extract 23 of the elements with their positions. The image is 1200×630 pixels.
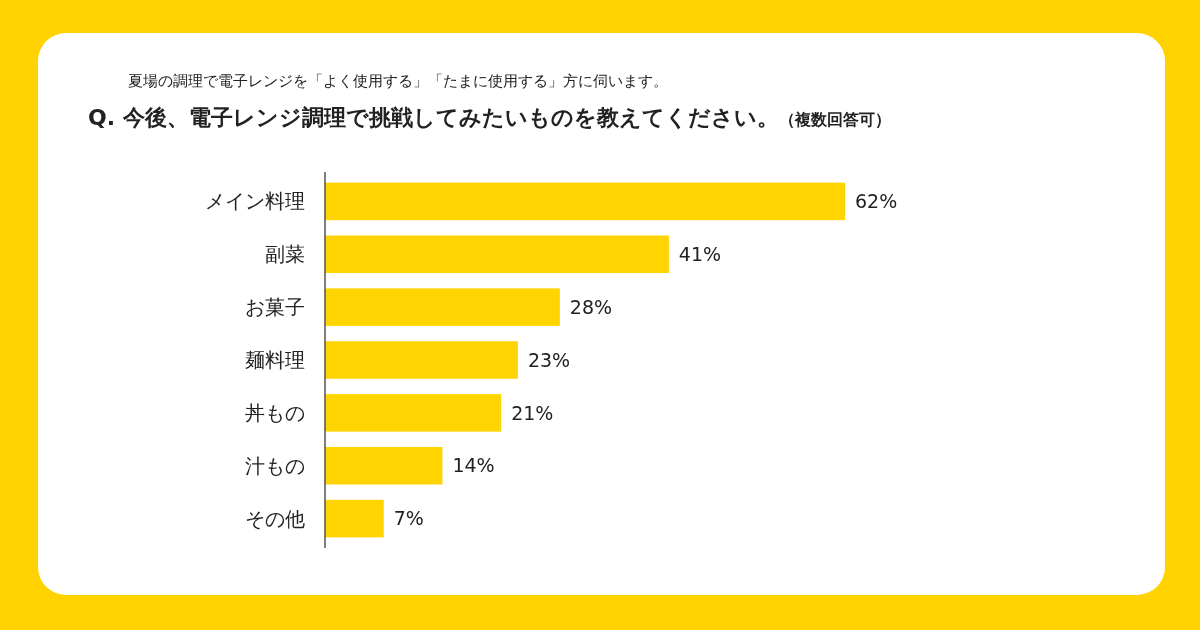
chart-subtitle: 夏場の調理で電子レンジを「よく使用する」「たまに使用する」方に伺います。: [128, 72, 668, 90]
data-label: 21%: [511, 401, 554, 424]
y-tick-label: その他: [245, 506, 305, 531]
y-tick-label: 丼もの: [245, 400, 305, 425]
bar: [325, 341, 518, 379]
bar: [325, 499, 384, 538]
bar: [325, 446, 443, 485]
y-tick-label: お菓子: [245, 295, 305, 320]
bar: [325, 288, 560, 326]
bar: [325, 235, 669, 274]
y-tick-label: 麺料理: [245, 348, 305, 372]
y-tick-label: 汁もの: [245, 453, 305, 478]
text: （複数回答可）: [778, 110, 891, 129]
data-label: 23%: [527, 348, 571, 371]
y-tick-label: メイン料理: [205, 189, 305, 214]
data-label: 14%: [452, 454, 495, 477]
y-tick-label: 副菜: [265, 242, 305, 267]
bar: [325, 182, 845, 221]
data-label: 28%: [569, 295, 613, 318]
data-label: 41%: [678, 242, 722, 265]
data-label: 7%: [393, 507, 424, 530]
data-label: 62%: [855, 190, 898, 213]
bar: [325, 394, 502, 432]
